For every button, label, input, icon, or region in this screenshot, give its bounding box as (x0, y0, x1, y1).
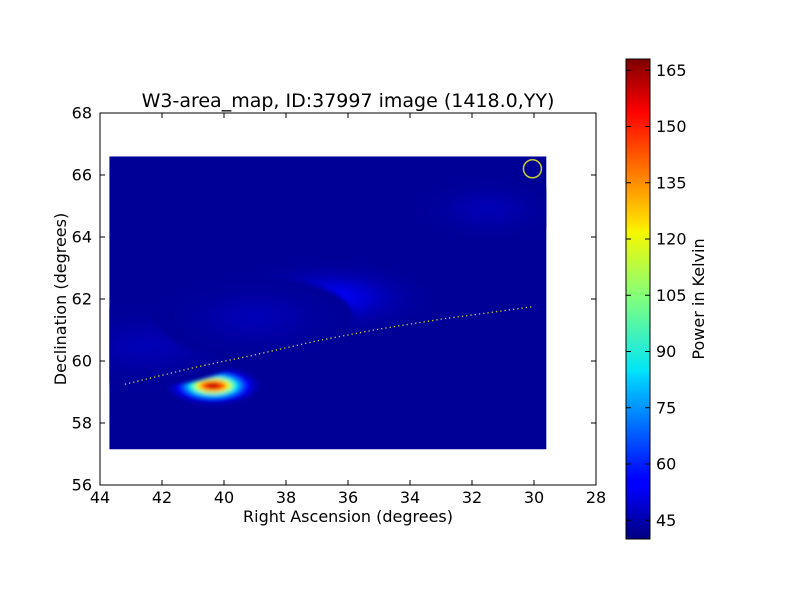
y-tick-label: 58 (72, 414, 92, 433)
heatmap-contour (478, 205, 497, 214)
colorbar-tick-label: 150 (656, 117, 687, 136)
heatmap-contour (243, 312, 267, 323)
y-tick-label: 62 (72, 290, 92, 309)
y-axis-label: Declination (degrees) (51, 213, 70, 385)
x-axis: 44 42 40 38 36 34 32 30 28 (90, 113, 606, 507)
colorbar-axis: 45 60 75 90 105 120 135 150 165 (626, 61, 687, 530)
x-tick-label: 38 (276, 488, 296, 507)
beam-circle-marker (522, 159, 543, 179)
y-tick-label: 66 (72, 166, 92, 185)
heatmap-source (167, 367, 259, 404)
y-axis: 56 58 60 62 64 66 68 (72, 104, 596, 495)
colorbar-tick-label: 135 (656, 173, 687, 192)
colorbar-tick-label: 75 (656, 398, 676, 417)
x-tick-label: 40 (214, 488, 234, 507)
colorbar-tick-label: 90 (656, 342, 676, 361)
heatmap-contour (207, 383, 219, 388)
colorbar-tick-label: 60 (656, 455, 676, 474)
y-tick-label: 64 (72, 228, 92, 247)
colorbar (625, 58, 651, 540)
colorbar-tick-label: 120 (656, 230, 687, 249)
overlay-layer (124, 159, 543, 385)
x-tick-label: 28 (586, 488, 606, 507)
x-tick-label: 34 (400, 488, 420, 507)
colorbar-tick-label: 165 (656, 61, 687, 80)
y-tick-label: 60 (72, 352, 92, 371)
heatmap-source (413, 176, 547, 242)
x-tick-label: 44 (90, 488, 110, 507)
y-tick-label: 68 (72, 104, 92, 123)
x-axis-label: Right Ascension (degrees) (243, 507, 453, 526)
colorbar-tick-label: 105 (656, 286, 687, 305)
x-tick-label: 36 (338, 488, 358, 507)
x-tick-label: 30 (524, 488, 544, 507)
colorbar-label: Power in Kelvin (689, 238, 708, 359)
chart-title: W3-area_map, ID:37997 image (1418.0,YY) (142, 90, 555, 112)
y-tick-label: 56 (72, 476, 92, 495)
x-tick-label: 42 (152, 488, 172, 507)
colorbar-tick-label: 45 (656, 511, 676, 530)
heatmap-contour (134, 340, 159, 351)
dotted-track-line (124, 306, 533, 385)
heatmap-source (156, 276, 354, 359)
x-tick-label: 32 (462, 488, 482, 507)
heatmap-image (109, 156, 547, 450)
